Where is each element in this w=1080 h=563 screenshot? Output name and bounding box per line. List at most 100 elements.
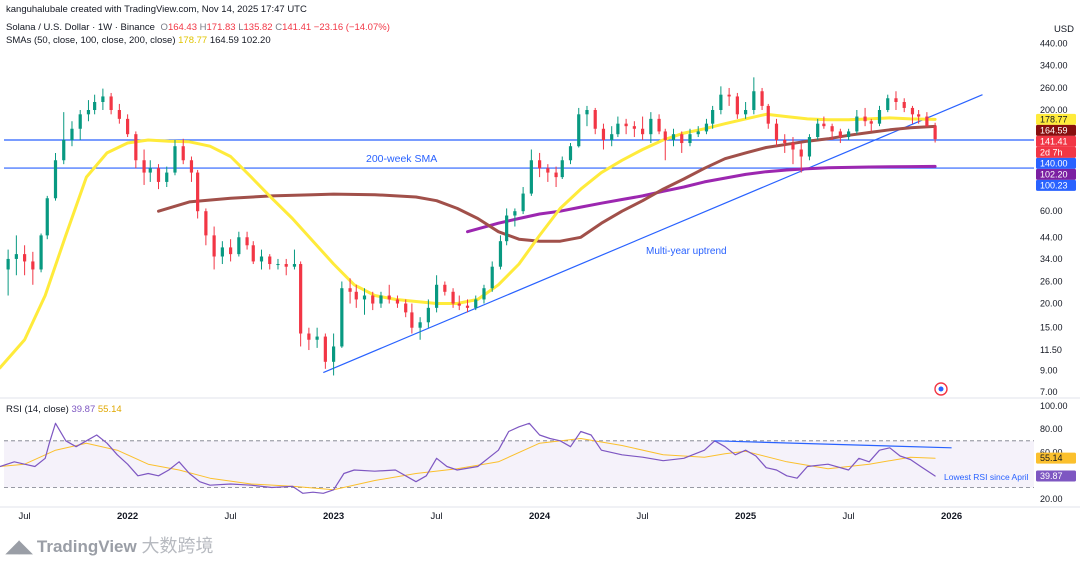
candle-body bbox=[39, 235, 43, 270]
candle-body bbox=[657, 118, 661, 132]
rsi-axis-label: 20.00 bbox=[1040, 494, 1063, 504]
candle-body bbox=[869, 121, 873, 124]
candle-body bbox=[148, 168, 152, 173]
price-axis-label: 7.00 bbox=[1040, 387, 1058, 397]
candle-body bbox=[45, 198, 49, 236]
symbol-legend[interactable]: Solana / U.S. Dollar · 1W · Binance O164… bbox=[6, 22, 390, 33]
candle-body bbox=[173, 146, 177, 173]
candle-body bbox=[229, 247, 233, 255]
rsi-legend-label: RSI (14, close) bbox=[6, 404, 69, 415]
candle-body bbox=[410, 312, 414, 328]
candle-body bbox=[86, 110, 91, 115]
cn-watermark: 大数跨境 bbox=[141, 536, 214, 556]
rsi-ma-value: 55.14 bbox=[97, 404, 122, 415]
candle-body bbox=[696, 131, 700, 135]
candle-body bbox=[711, 110, 715, 124]
candle-body bbox=[554, 172, 558, 178]
price-badge-label: 2d 7h bbox=[1040, 147, 1063, 157]
tradingview-logo-icon: ◢◣ bbox=[6, 537, 33, 556]
price-badge bbox=[1036, 179, 1076, 191]
sma100-value: 164.59 bbox=[209, 35, 239, 46]
candle-body bbox=[220, 247, 224, 257]
ohlc-high: 171.83 bbox=[206, 22, 236, 33]
candle-body bbox=[783, 139, 787, 144]
candle-body bbox=[315, 336, 319, 340]
candle-body bbox=[799, 149, 803, 157]
candle-body bbox=[354, 291, 358, 300]
candle-body bbox=[568, 146, 573, 161]
rsi-low-annotation: Lowest RSI since April bbox=[944, 472, 1029, 482]
price-badge-label: 178.77 bbox=[1040, 114, 1068, 124]
price-axis-label: 34.00 bbox=[1040, 254, 1063, 264]
candle-body bbox=[457, 303, 461, 306]
candle-body bbox=[680, 134, 684, 144]
sma100-line bbox=[157, 124, 937, 243]
price-axis-label: 11.50 bbox=[1040, 345, 1062, 355]
price-axis-label: 15.00 bbox=[1040, 323, 1063, 333]
candle-body bbox=[204, 211, 208, 236]
candle-body bbox=[610, 134, 614, 140]
price-axis-label: 20.00 bbox=[1040, 299, 1063, 309]
candle-body bbox=[451, 291, 455, 304]
sma50-line bbox=[0, 112, 937, 370]
rsi-line bbox=[0, 422, 936, 494]
sma-legend-label: SMAs (50, close, 100, close, 200, close) bbox=[6, 35, 176, 46]
candle-body bbox=[719, 94, 723, 111]
candle-body bbox=[332, 346, 336, 362]
sma-legend[interactable]: SMAs (50, close, 100, close, 200, close)… bbox=[6, 35, 271, 46]
price-axis-label: 60.00 bbox=[1040, 206, 1063, 216]
candle-body bbox=[632, 126, 636, 129]
candle-body bbox=[847, 131, 851, 138]
candle-body bbox=[877, 110, 882, 124]
candle-body bbox=[101, 96, 105, 102]
candle-body bbox=[902, 101, 906, 108]
sma200-annotation: 200-week SMA bbox=[366, 153, 438, 165]
rsi-legend[interactable]: RSI (14, close) 39.87 55.14 bbox=[6, 404, 122, 415]
candle-body bbox=[340, 288, 344, 347]
candle-body bbox=[418, 322, 422, 328]
candle-body bbox=[529, 160, 533, 194]
sma200-line bbox=[466, 164, 937, 234]
currency-label: USD bbox=[1053, 24, 1074, 35]
candle-body bbox=[886, 98, 890, 111]
candle-body bbox=[838, 131, 842, 138]
tradingview-watermark: ◢◣ TradingView 大数跨境 bbox=[6, 532, 213, 558]
price-badge bbox=[1036, 168, 1076, 180]
time-axis-label: Jul bbox=[431, 511, 443, 522]
sma50-value: 178.77 bbox=[178, 35, 208, 46]
candle-body bbox=[134, 134, 138, 161]
time-axis-label: Jul bbox=[843, 511, 855, 522]
candle-body bbox=[760, 91, 764, 106]
candle-body bbox=[601, 128, 606, 140]
candle-body bbox=[251, 245, 255, 262]
candle-body bbox=[752, 91, 756, 111]
price-badge bbox=[1036, 113, 1076, 125]
candle-body bbox=[6, 258, 10, 270]
candle-body bbox=[766, 105, 770, 124]
candle-body bbox=[546, 168, 550, 173]
candle-body bbox=[348, 288, 352, 292]
candle-body bbox=[165, 172, 169, 182]
time-axis-label: Jul bbox=[637, 511, 649, 522]
candle-body bbox=[822, 123, 826, 127]
candle-body bbox=[505, 215, 509, 242]
uptrend-line bbox=[323, 94, 983, 374]
price-axis-label: 200.00 bbox=[1040, 105, 1068, 115]
uptrend-annotation: Multi-year uptrend bbox=[646, 246, 727, 257]
price-badge-label: 102.20 bbox=[1040, 169, 1068, 179]
rsi-badge-label: 55.14 bbox=[1040, 453, 1063, 463]
candle-body bbox=[498, 241, 503, 267]
candle-body bbox=[435, 284, 439, 308]
candle-body bbox=[117, 110, 121, 119]
candle-body bbox=[830, 126, 834, 132]
price-axis-label: 26.00 bbox=[1040, 276, 1063, 286]
candle-body bbox=[387, 295, 391, 300]
candle-body bbox=[142, 160, 146, 173]
sma200-value: 102.20 bbox=[241, 35, 271, 46]
candle-body bbox=[299, 264, 303, 334]
candle-body bbox=[212, 235, 216, 257]
candle-body bbox=[126, 118, 130, 135]
candle-body bbox=[14, 254, 18, 259]
candle-body bbox=[624, 123, 628, 127]
